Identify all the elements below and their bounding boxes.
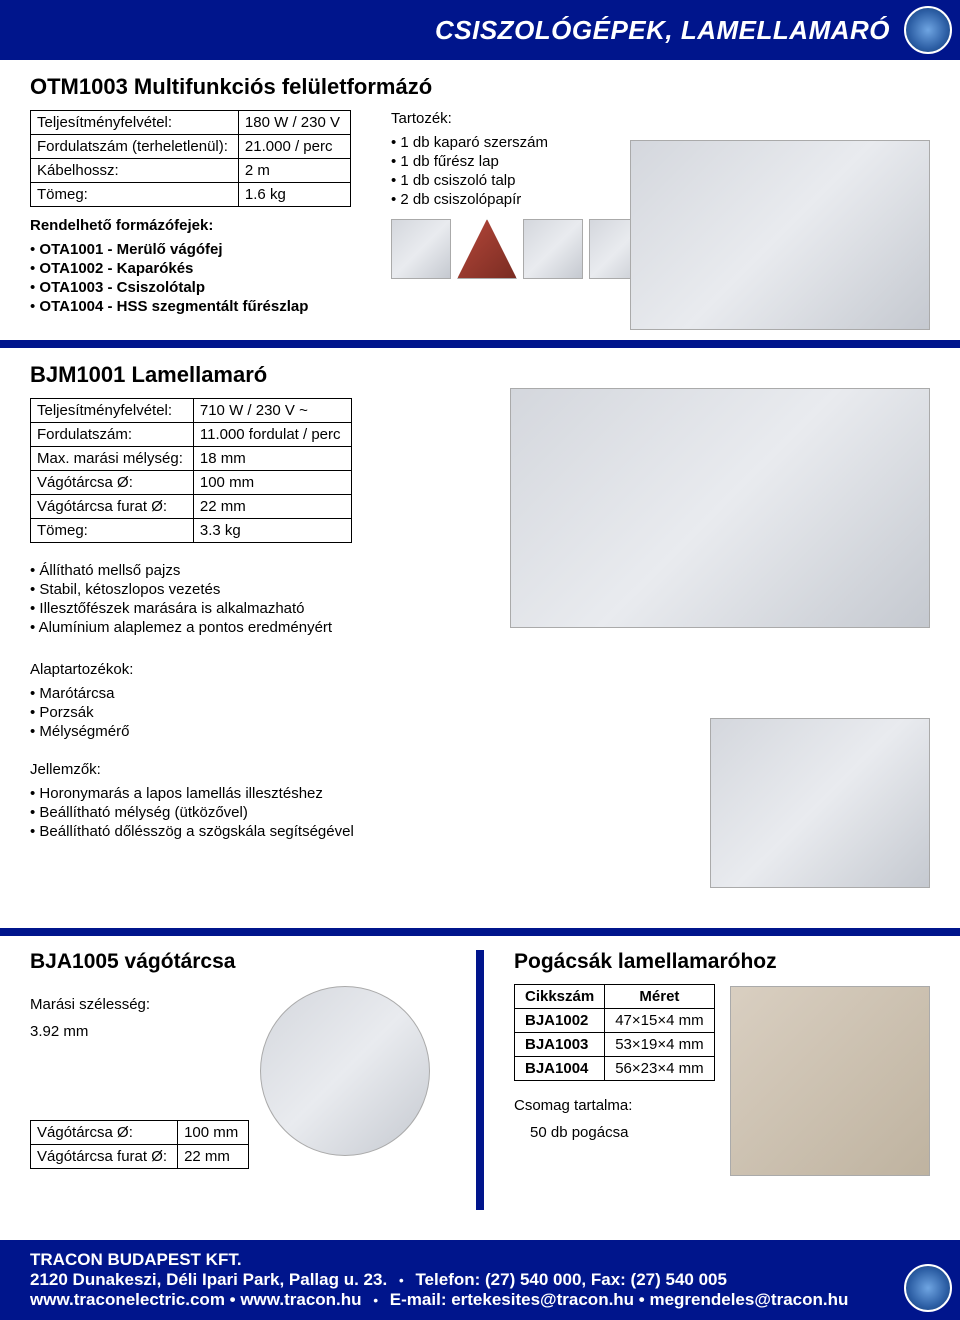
divider <box>0 928 960 936</box>
table-row: Fordulatszám (terheletlenül):21.000 / pe… <box>31 135 351 159</box>
accessories-list: 1 db kaparó szerszám 1 db fűrész lap 1 d… <box>391 133 649 209</box>
vertical-divider <box>476 950 484 1210</box>
list-item: OTA1002 - Kaparókés <box>30 259 351 278</box>
section-bja1005: BJA1005 vágótárcsa Marási szélesség: 3.9… <box>30 950 446 1210</box>
footer-email: E-mail: ertekesites@tracon.hu • megrende… <box>390 1290 849 1309</box>
list-item: OTA1001 - Merülő vágófej <box>30 240 351 259</box>
page-title: CSISZOLÓGÉPEK, LAMELLAMARÓ <box>435 15 890 46</box>
product-image-multitool <box>630 140 930 330</box>
divider <box>0 340 960 348</box>
accessory-thumbnails <box>391 219 649 279</box>
saw-blade-image <box>260 986 430 1156</box>
footer-address: 2120 Dunakeszi, Déli Ipari Park, Pallag … <box>30 1270 387 1289</box>
footer-logo-icon <box>904 1264 952 1312</box>
orderable-heads-label: Rendelhető formázófejek: <box>30 217 351 234</box>
section-biscuits: Pogácsák lamellamaróhoz CikkszámMéret BJ… <box>514 950 930 1210</box>
list-item: 2 db csiszolópapír <box>391 190 649 209</box>
accessories-label: Tartozék: <box>391 110 649 127</box>
col-sku: Cikkszám <box>515 985 605 1009</box>
thumbnail-icon <box>457 219 517 279</box>
table-row: Vágótárcsa furat Ø:22 mm <box>31 1145 249 1169</box>
table-row: Vágótárcsa furat Ø:22 mm <box>31 495 352 519</box>
table-row: Teljesítményfelvétel:710 W / 230 V ~ <box>31 399 352 423</box>
bja1005-title: BJA1005 vágótárcsa <box>30 950 446 974</box>
footer-web: www.traconelectric.com • www.tracon.hu <box>30 1290 362 1309</box>
logo-icon <box>904 6 952 54</box>
footer-phone: Telefon: (27) 540 000, Fax: (27) 540 005 <box>415 1270 727 1289</box>
table-row: Vágótárcsa Ø:100 mm <box>31 471 352 495</box>
thumbnail-icon <box>523 219 583 279</box>
otm1003-spec-table: Teljesítményfelvétel:180 W / 230 V Fordu… <box>30 110 351 207</box>
list-item: OTA1003 - Csiszolótalp <box>30 278 351 297</box>
thumbnail-icon <box>391 219 451 279</box>
table-row: Tömeg:1.6 kg <box>31 183 351 207</box>
bjm1001-title: BJM1001 Lamellamaró <box>30 362 930 388</box>
bottom-row: BJA1005 vágótárcsa Marási szélesség: 3.9… <box>0 936 960 1224</box>
page-header: CSISZOLÓGÉPEK, LAMELLAMARÓ <box>0 0 960 60</box>
table-row: BJA100247×15×4 mm <box>515 1009 715 1033</box>
section-otm1003: OTM1003 Multifunkciós felületformázó Tel… <box>0 60 960 340</box>
table-row: Teljesítményfelvétel:180 W / 230 V <box>31 111 351 135</box>
list-item: 1 db csiszoló talp <box>391 171 649 190</box>
base-accessories-label: Alaptartozékok: <box>30 661 930 678</box>
section-bjm1001: BJM1001 Lamellamaró Teljesítményfelvétel… <box>0 348 960 928</box>
biscuits-title: Pogácsák lamellamaróhoz <box>514 950 930 974</box>
footer-company: TRACON BUDAPEST KFT. <box>30 1250 242 1269</box>
list-item: OTA1004 - HSS szegmentált fűrészlap <box>30 297 351 316</box>
action-photo <box>710 718 930 888</box>
page-footer: TRACON BUDAPEST KFT. 2120 Dunakeszi, Dél… <box>0 1240 960 1320</box>
table-row: Max. marási mélység:18 mm <box>31 447 352 471</box>
orderable-list: OTA1001 - Merülő vágófej OTA1002 - Kapar… <box>30 240 351 316</box>
table-row: BJA100353×19×4 mm <box>515 1033 715 1057</box>
list-item: 1 db kaparó szerszám <box>391 133 649 152</box>
otm1003-title: OTM1003 Multifunkciós felületformázó <box>30 74 930 100</box>
table-row: Fordulatszám:11.000 fordulat / perc <box>31 423 352 447</box>
table-row: Tömeg:3.3 kg <box>31 519 352 543</box>
col-size: Méret <box>605 985 714 1009</box>
list-item: Marótárcsa <box>30 684 930 703</box>
table-row: Kábelhossz:2 m <box>31 159 351 183</box>
product-image-biscuit-joiner <box>510 388 930 628</box>
table-row: Vágótárcsa Ø:100 mm <box>31 1121 249 1145</box>
biscuits-photo <box>730 986 930 1176</box>
biscuits-table: CikkszámMéret BJA100247×15×4 mm BJA10035… <box>514 984 715 1081</box>
bja1005-spec-table: Vágótárcsa Ø:100 mm Vágótárcsa furat Ø:2… <box>30 1120 249 1169</box>
list-item: 1 db fűrész lap <box>391 152 649 171</box>
bjm1001-spec-table: Teljesítményfelvétel:710 W / 230 V ~ For… <box>30 398 352 543</box>
table-row: BJA100456×23×4 mm <box>515 1057 715 1081</box>
